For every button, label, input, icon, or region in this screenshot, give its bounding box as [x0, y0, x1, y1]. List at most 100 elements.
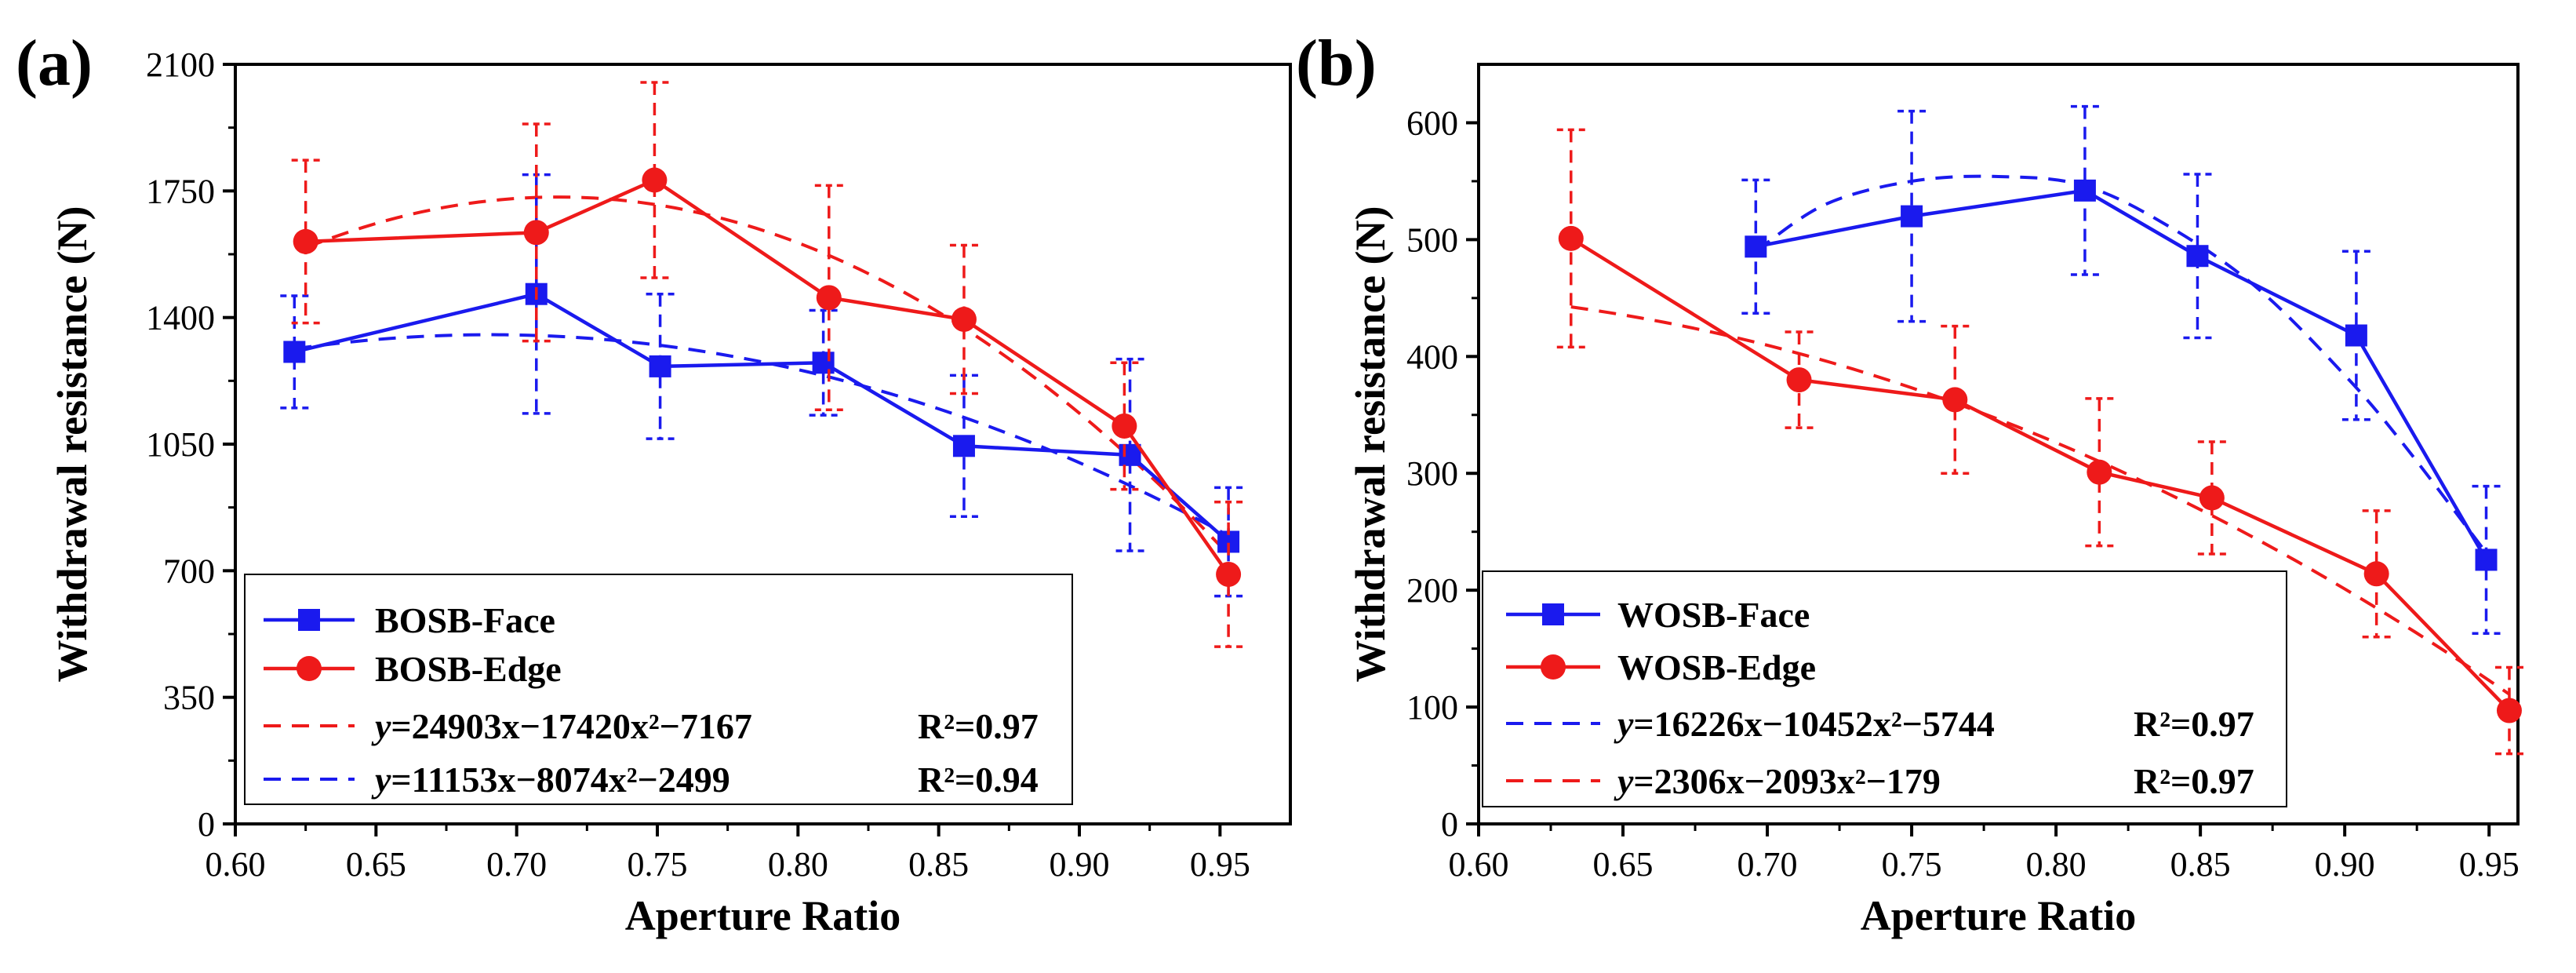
- y-tick-label: 600: [1406, 104, 1458, 142]
- fit-equation-y: y: [371, 706, 391, 746]
- y-axis-title: Withdrawal resistance (N): [49, 206, 96, 683]
- data-point: [2186, 245, 2209, 268]
- x-tick-label: 0.75: [628, 845, 688, 884]
- legend-marker: [1542, 603, 1564, 625]
- y-tick-label: 200: [1406, 571, 1458, 610]
- data-point: [2496, 698, 2522, 723]
- data-point: [1119, 443, 1141, 466]
- x-tick-label: 0.65: [1593, 845, 1654, 884]
- data-point: [1558, 225, 1584, 251]
- legend-label: WOSB-Edge: [1617, 647, 1816, 687]
- x-tick-label: 0.70: [1737, 845, 1798, 884]
- chart-panel-b: (b) 0.60 0.65 0.70 0.75 0.80 0.85 0.90 0.95 0 100 2…: [1296, 27, 2523, 939]
- x-tick-label: 0.85: [2170, 845, 2231, 884]
- data-point: [283, 341, 306, 363]
- y-tick-label: 1050: [146, 425, 215, 464]
- data-point: [952, 435, 975, 457]
- y-axis-title: Withdrawal resistance (N): [1347, 206, 1394, 683]
- panel-label: (a): [16, 27, 93, 100]
- data-point: [2199, 485, 2225, 511]
- fit-equation-y: y: [371, 760, 391, 800]
- legend-fit-equation: y=11153x−8074x²−2499: [371, 760, 730, 800]
- chart-panel-a: (a) 0.60 0.65 0.70 0.75 0.80 0.85 0.90 0.95 0 350 7…: [16, 27, 1292, 939]
- x-tick-label: 0.95: [2459, 845, 2520, 884]
- data-point: [293, 228, 318, 254]
- y-tick-label: 0: [1441, 805, 1458, 844]
- data-point: [1786, 367, 1812, 393]
- data-point: [523, 220, 549, 246]
- data-point: [642, 167, 668, 193]
- x-tick-label: 0.60: [206, 845, 266, 884]
- fit-equation-terms: =16226x−10452x²−5744: [1633, 704, 1994, 744]
- data-point: [1216, 561, 1242, 587]
- y-tick-label: 0: [198, 805, 215, 844]
- y-tick-label: 2100: [146, 46, 215, 84]
- legend-fit-r2: R²=0.94: [918, 760, 1039, 800]
- series-line: [305, 177, 1230, 576]
- y-tick-label: 700: [163, 552, 215, 590]
- fit-equation-terms: =11153x−8074x²−2499: [391, 760, 730, 800]
- data-point: [812, 352, 835, 374]
- legend-box: [1482, 570, 2287, 807]
- x-tick-label: 0.90: [1050, 845, 1110, 884]
- x-axis-title: Aperture Ratio: [1861, 892, 2136, 939]
- x-tick-label: 0.60: [1449, 845, 1509, 884]
- x-tick-label: 0.80: [768, 845, 828, 884]
- y-tick-label: 350: [163, 679, 215, 717]
- x-tick-label: 0.65: [346, 845, 406, 884]
- data-point: [649, 355, 671, 377]
- legend-fit-equation: y=2306x−2093x²−179: [1614, 761, 1941, 801]
- legend-label: WOSB-Face: [1617, 595, 1810, 635]
- y-tick-label: 100: [1406, 688, 1458, 727]
- x-axis-title: Aperture Ratio: [625, 892, 901, 939]
- data-point: [1942, 387, 1968, 413]
- fit-equation-terms: =2306x−2093x²−179: [1633, 761, 1940, 801]
- data-point: [2073, 179, 2096, 202]
- x-tick-label: 0.85: [908, 845, 969, 884]
- data-point: [2087, 459, 2112, 485]
- fit-curve-0: [1755, 174, 2488, 554]
- data-point: [2363, 561, 2389, 587]
- fit-equation-y: y: [1614, 761, 1634, 801]
- data-point: [951, 306, 977, 332]
- series-line: [1755, 188, 2488, 561]
- data-point: [2475, 548, 2498, 571]
- y-tick-label: 1400: [146, 299, 215, 337]
- legend-fit-equation: y=24903x−17420x²−7167: [371, 706, 752, 746]
- legend-marker: [1541, 654, 1566, 680]
- panel-label: (b): [1296, 27, 1377, 100]
- legend-label: BOSB-Face: [375, 600, 555, 640]
- legend-fit-r2: R²=0.97: [2134, 704, 2254, 744]
- legend: BOSB-Face BOSB-Edge y=24903x−17420x²−7167 R…: [244, 574, 1073, 805]
- fit-curve-1: [1570, 305, 2511, 696]
- legend-label: BOSB-Edge: [375, 649, 562, 689]
- y-tick-label: 300: [1406, 454, 1458, 493]
- legend-fit-r2: R²=0.97: [918, 706, 1039, 746]
- x-tick-label: 0.75: [1882, 845, 1942, 884]
- fit-curve-0: [304, 195, 1230, 556]
- series-line: [293, 292, 1230, 544]
- series-wosb-face: [1741, 104, 2501, 636]
- legend-fit-r2: R²=0.97: [2134, 761, 2254, 801]
- y-tick-label: 1750: [146, 172, 215, 210]
- data-point: [1112, 413, 1137, 439]
- fit-equation-terms: =24903x−17420x²−7167: [391, 706, 751, 746]
- fit-equation-y: y: [1614, 704, 1634, 744]
- data-point: [1901, 205, 1923, 228]
- legend-marker: [297, 656, 322, 681]
- x-tick-label: 0.90: [2315, 845, 2375, 884]
- data-point: [2345, 324, 2367, 347]
- x-tick-label: 0.95: [1190, 845, 1250, 884]
- fit-curve-1: [294, 333, 1230, 538]
- data-point: [816, 285, 842, 311]
- x-tick-label: 0.80: [2026, 845, 2087, 884]
- legend-box: [244, 574, 1073, 805]
- plot-frame: [1477, 63, 2520, 825]
- y-tick-label: 400: [1406, 337, 1458, 376]
- y-tick-label: 500: [1406, 220, 1458, 259]
- data-point: [1745, 235, 1767, 258]
- series-wosb-edge: [1556, 128, 2523, 756]
- series-bosb-edge: [291, 81, 1243, 648]
